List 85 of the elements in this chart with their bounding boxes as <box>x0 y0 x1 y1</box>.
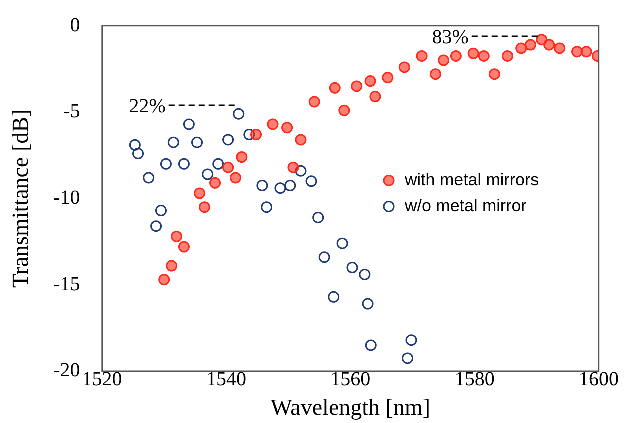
point <box>244 129 256 141</box>
point <box>274 182 286 194</box>
point <box>362 298 374 310</box>
point <box>572 46 584 58</box>
point <box>364 76 376 88</box>
point <box>166 260 178 272</box>
point <box>308 96 320 108</box>
x-axis-title: Wavelength [nm] <box>270 395 430 420</box>
y-axis-title: Transmittance [dB] <box>8 109 33 288</box>
point <box>416 50 428 62</box>
point <box>267 118 279 130</box>
point <box>250 129 262 141</box>
point <box>346 262 358 274</box>
x-tick-label: 1560 <box>330 368 371 391</box>
annotation: 22% <box>129 96 166 118</box>
point <box>524 39 536 51</box>
point <box>488 68 500 80</box>
point <box>338 104 350 116</box>
y-tick-label: 0 <box>70 14 80 36</box>
point <box>370 91 382 103</box>
point <box>402 352 414 364</box>
point <box>406 334 418 346</box>
point <box>478 50 490 62</box>
y-tick-label: -15 <box>54 273 80 296</box>
point <box>351 80 363 92</box>
point <box>516 42 528 54</box>
point <box>212 158 224 170</box>
y-tick-label: -20 <box>54 360 80 382</box>
point <box>150 220 162 232</box>
point <box>318 252 330 264</box>
point <box>194 188 206 200</box>
x-tick-label: 1520 <box>82 368 122 391</box>
x-tick-label: 1600 <box>579 368 619 391</box>
point <box>430 68 442 80</box>
point <box>158 274 170 286</box>
point <box>288 162 300 174</box>
point <box>306 176 318 188</box>
point <box>236 152 248 163</box>
point <box>183 118 195 130</box>
point <box>382 72 394 84</box>
point <box>168 136 180 148</box>
point <box>544 39 556 51</box>
point <box>284 180 296 192</box>
point <box>222 162 234 174</box>
point <box>282 122 294 134</box>
point <box>438 54 450 66</box>
point <box>192 136 204 148</box>
point <box>202 168 214 180</box>
point <box>198 202 210 214</box>
point <box>329 82 341 94</box>
point <box>450 50 462 62</box>
point <box>295 165 307 177</box>
point <box>160 158 172 170</box>
point <box>502 50 514 62</box>
annotation: 83% <box>432 26 469 49</box>
point <box>210 177 222 189</box>
point <box>398 62 410 74</box>
point <box>359 268 371 280</box>
point <box>178 241 190 253</box>
point <box>143 172 155 184</box>
point <box>468 48 480 60</box>
point <box>295 134 307 146</box>
x-tick-label: 1580 <box>454 368 495 391</box>
point <box>230 172 242 184</box>
point <box>178 158 190 170</box>
point <box>233 108 245 120</box>
point <box>328 291 340 303</box>
point <box>312 212 324 224</box>
point <box>536 34 548 46</box>
point <box>365 340 377 352</box>
y-tick-label: -5 <box>64 100 80 123</box>
point <box>580 46 592 58</box>
point <box>129 139 141 151</box>
y-tick-label: -10 <box>54 186 80 209</box>
point <box>171 230 183 242</box>
point <box>132 148 144 160</box>
legend-label: w/o metal mirror <box>404 196 528 216</box>
legend-label: with metal mirrors <box>404 170 540 190</box>
point <box>261 202 273 214</box>
point <box>156 205 167 217</box>
point <box>256 180 268 192</box>
point <box>336 238 348 250</box>
x-tick-label: 1540 <box>206 368 246 391</box>
point <box>554 42 566 54</box>
point <box>222 134 234 146</box>
